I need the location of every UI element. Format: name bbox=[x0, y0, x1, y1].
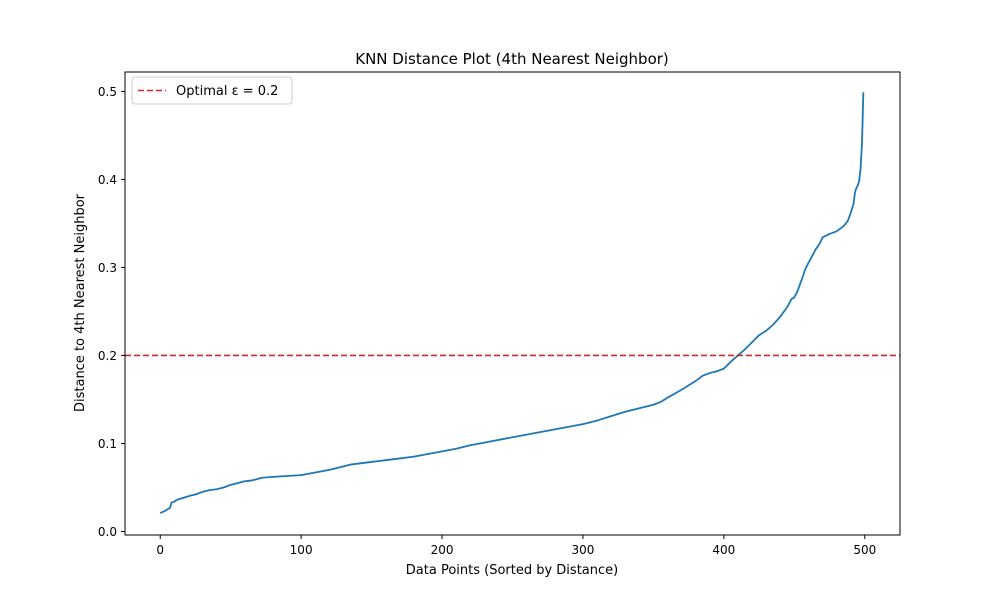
x-axis-label: Data Points (Sorted by Distance) bbox=[406, 563, 618, 578]
y-tick-label-4: 0.4 bbox=[98, 173, 117, 187]
series-line-0 bbox=[159, 92, 865, 514]
x-tick-label-4: 400 bbox=[712, 543, 735, 557]
plot-area: 0 100 200 300 400 500 0.0 0.1 0.2 0.3 0.4 0.5 bbox=[98, 71, 901, 557]
x-tick-label-3: 300 bbox=[572, 543, 595, 557]
y-axis-label: Distance to 4th Nearest Neighbor bbox=[73, 193, 88, 412]
axes-frame bbox=[124, 71, 901, 536]
y-tick-label-1: 0.1 bbox=[98, 437, 117, 451]
chart-title: KNN Distance Plot (4th Nearest Neighbor) bbox=[355, 50, 669, 68]
legend-box bbox=[131, 76, 293, 105]
x-tick-label-2: 200 bbox=[431, 543, 454, 557]
y-tick-label-5: 0.5 bbox=[98, 85, 117, 99]
x-tick-label-0: 0 bbox=[156, 543, 164, 557]
legend-label: Optimal ε = 0.2 bbox=[176, 84, 278, 99]
legend: Optimal ε = 0.2 bbox=[131, 76, 293, 105]
x-tick-label-5: 500 bbox=[853, 543, 876, 557]
x-tick-label-1: 100 bbox=[290, 543, 313, 557]
y-tick-label-2: 0.2 bbox=[98, 349, 117, 363]
y-tick-label-3: 0.3 bbox=[98, 261, 117, 275]
y-tick-label-0: 0.0 bbox=[98, 525, 117, 539]
